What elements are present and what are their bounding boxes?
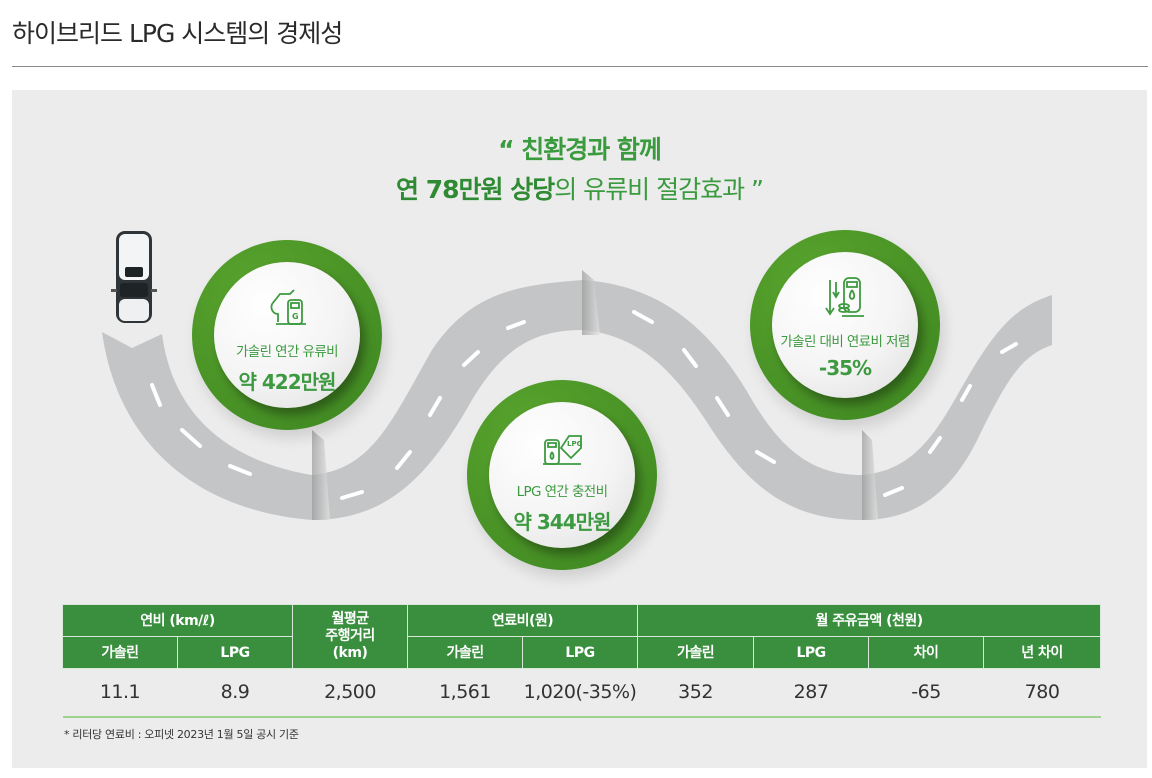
- svg-text:G: G: [292, 312, 299, 321]
- badge-label: 가솔린 연간 유류비: [236, 344, 339, 360]
- header-text: 월평균: [331, 611, 369, 627]
- footnote: * 리터당 연료비 : 오피넷 2023년 1월 5일 공시 기준: [64, 728, 299, 741]
- fuel-cost-reduction-icon: [825, 277, 864, 317]
- headline: “ 친환경과 함께 연 78만원 상당의 유류비 절감효과 ”: [12, 130, 1147, 210]
- table-cell: 8.9: [177, 668, 293, 718]
- header-fuel-price: 연료비(원): [407, 604, 639, 637]
- table-cell: 1,561: [407, 668, 523, 718]
- winding-road-illustration: [102, 270, 1052, 520]
- badge-lpg-annual-cost: LPG LPG 연간 충전비 약 344만원: [467, 380, 657, 570]
- subheader-lpg: LPG: [522, 636, 639, 669]
- table-cell: 1,020(-35%): [522, 668, 638, 718]
- badge-value: 약 422만원: [238, 370, 337, 394]
- subheader-gasoline: 가솔린: [637, 636, 755, 669]
- svg-text:LPG: LPG: [567, 440, 583, 448]
- header-text: 주행거리: [325, 628, 375, 644]
- fuel-pump-gasoline-icon: G: [270, 289, 306, 325]
- economics-table: 연비 (km/ℓ) 월평균 주행거리 (km) 연료비(원) 월 주유금액 (천…: [61, 604, 1102, 718]
- badge-value: -35%: [818, 356, 872, 380]
- subheader-gasoline: 가솔린: [62, 636, 178, 669]
- header-monthly-distance: 월평균 주행거리 (km): [292, 604, 409, 669]
- subheader-annual-difference: 년 차이: [983, 636, 1102, 669]
- subheader-lpg: LPG: [753, 636, 870, 669]
- badge-gasoline-annual-cost: G 가솔린 연간 유류비 약 422만원: [192, 240, 382, 430]
- table-cell: -65: [868, 668, 984, 718]
- headline-line-2: 연 78만원 상당의 유류비 절감효과 ”: [12, 170, 1147, 210]
- infographic-panel: “ 친환경과 함께 연 78만원 상당의 유류비 절감효과 ” G 가솔린 연간…: [12, 90, 1147, 768]
- subheader-difference: 차이: [868, 636, 985, 669]
- table-row: 11.1 8.9 2,500 1,561 1,020(-35%) 352 287…: [62, 668, 1101, 718]
- subheader-gasoline: 가솔린: [407, 636, 524, 669]
- badge-label: LPG 연간 충전비: [516, 484, 608, 500]
- economics-table-container: 연비 (km/ℓ) 월평균 주행거리 (km) 연료비(원) 월 주유금액 (천…: [61, 604, 1102, 718]
- badge-fuel-savings: 가솔린 대비 연료비 저렴 -35%: [750, 230, 940, 420]
- table-cell: 11.1: [62, 668, 178, 718]
- lpg-charging-station-icon: LPG: [543, 435, 583, 465]
- headline-highlight: 연 78만원 상당: [396, 175, 555, 204]
- header-fuel-efficiency: 연비 (km/ℓ): [61, 604, 294, 637]
- headline-rest: 의 유류비 절감효과 ”: [554, 175, 764, 204]
- page-title: 하이브리드 LPG 시스템의 경제성: [12, 19, 343, 48]
- table-cell: 287: [753, 668, 869, 718]
- title-divider: [12, 66, 1148, 67]
- car-top-view-icon: [111, 231, 157, 323]
- subheader-lpg: LPG: [176, 636, 294, 669]
- header-monthly-fuel-cost: 월 주유금액 (천원): [637, 604, 1102, 637]
- table-cell: 352: [637, 668, 754, 718]
- table-cell: 2,500: [292, 668, 408, 718]
- headline-line-1: “ 친환경과 함께: [498, 135, 662, 164]
- badge-label: 가솔린 대비 연료비 저렴: [780, 334, 910, 350]
- header-text: (km): [332, 645, 368, 661]
- badge-value: 약 344만원: [513, 510, 612, 534]
- table-cell: 780: [983, 668, 1101, 718]
